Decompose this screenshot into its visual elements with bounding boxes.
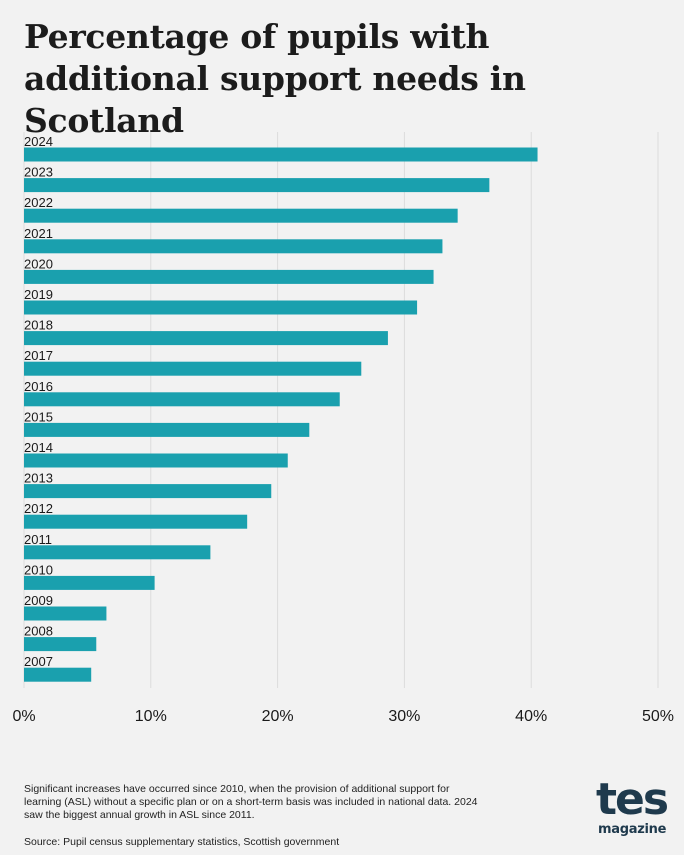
gridlines xyxy=(23,132,659,688)
x-tick-label: 20% xyxy=(262,708,294,725)
category-label: 2019 xyxy=(24,287,53,302)
x-axis-tick-labels: 0% 10% 20% 30% 40% 50% xyxy=(12,708,674,725)
category-label: 2020 xyxy=(24,256,53,271)
bar xyxy=(24,269,434,284)
x-tick-label: 30% xyxy=(388,708,420,725)
category-label: 2007 xyxy=(24,654,53,669)
bar-chart: 2024 2023 2022 2021 2020 2019 2018 2017 2016 2015… xyxy=(12,132,674,725)
bar xyxy=(24,453,288,468)
bar xyxy=(24,208,458,223)
category-labels: 2024 2023 2022 2021 2020 2019 2018 2017 2016 2015… xyxy=(24,134,53,669)
category-label: 2009 xyxy=(24,593,53,608)
category-label: 2023 xyxy=(24,165,53,180)
bar xyxy=(24,300,418,315)
category-label: 2011 xyxy=(24,532,52,547)
category-label: 2017 xyxy=(24,348,53,363)
category-label: 2024 xyxy=(24,134,53,149)
logo-subtitle: magazine xyxy=(598,822,667,837)
x-tick-label: 40% xyxy=(515,708,547,725)
category-label: 2014 xyxy=(24,440,53,455)
x-tick-label: 0% xyxy=(12,708,35,725)
category-label: 2022 xyxy=(24,195,53,210)
bar xyxy=(24,484,272,499)
category-label: 2015 xyxy=(24,409,53,424)
bar xyxy=(24,422,310,437)
bar xyxy=(24,514,248,529)
bar xyxy=(24,178,490,193)
logo-wordmark: tes xyxy=(596,774,669,825)
category-label: 2016 xyxy=(24,379,53,394)
chart-title: Percentage of pupils with additional sup… xyxy=(24,17,526,140)
category-label: 2021 xyxy=(24,226,53,241)
bar xyxy=(24,575,155,590)
bar xyxy=(24,331,388,346)
bar xyxy=(24,392,340,407)
x-tick-label: 10% xyxy=(135,708,167,725)
source-note: Source: Pupil census supplementary stati… xyxy=(24,836,340,848)
bar xyxy=(24,606,107,621)
bars xyxy=(24,147,538,682)
tes-magazine-logo: tes magazine xyxy=(592,774,672,842)
category-label: 2018 xyxy=(24,318,53,333)
category-label: 2013 xyxy=(24,471,53,486)
bar xyxy=(24,147,538,162)
category-label: 2008 xyxy=(24,624,53,639)
bar xyxy=(24,239,443,254)
category-label: 2012 xyxy=(24,501,53,516)
footnote: Significant increases have occurred sinc… xyxy=(24,783,478,821)
bar xyxy=(24,667,92,682)
category-label: 2010 xyxy=(24,562,53,577)
bar xyxy=(24,637,97,652)
bar xyxy=(24,545,211,560)
bar xyxy=(24,361,362,376)
x-tick-label: 50% xyxy=(642,708,674,725)
